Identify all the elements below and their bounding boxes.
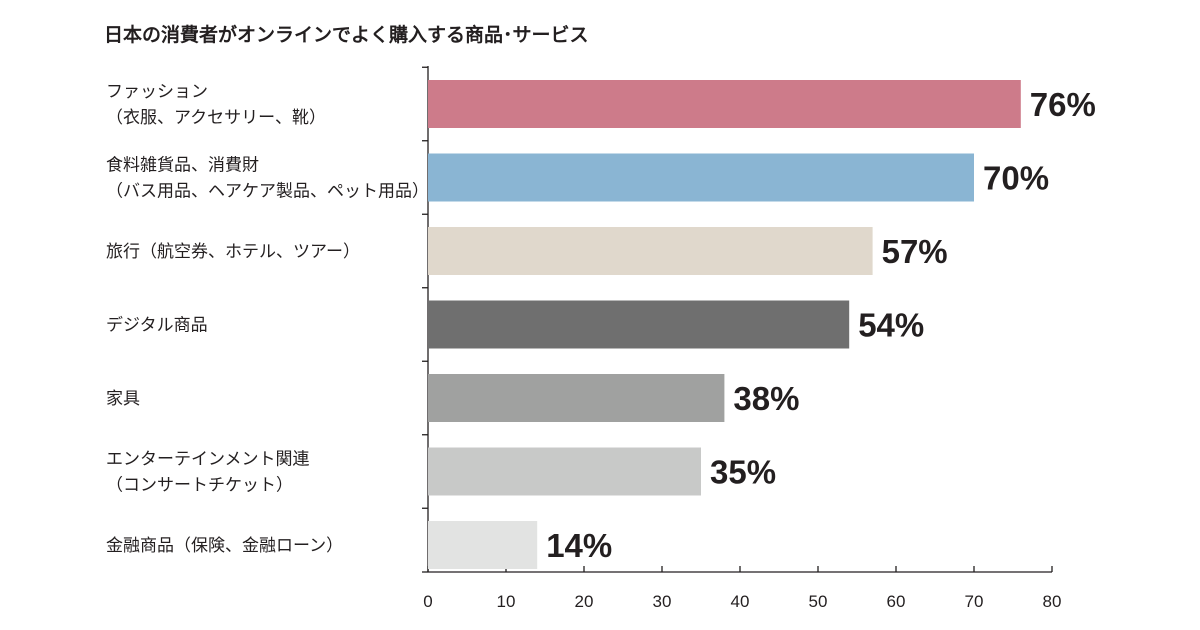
x-tick-label: 30 xyxy=(653,592,672,611)
category-label: （バス用品、ヘアケア製品、ペット用品） xyxy=(106,182,429,202)
category-label: （衣服、アクセサリー、靴） xyxy=(106,108,326,128)
bar xyxy=(428,300,850,349)
category-label: デジタル商品 xyxy=(106,315,208,336)
bar-value-label: 35% xyxy=(710,454,776,491)
bar-value-label: 54% xyxy=(858,307,924,344)
bar xyxy=(428,374,725,422)
x-tick-label: 0 xyxy=(423,592,432,611)
category-label: 金融商品（保険、金融ローン） xyxy=(106,536,343,556)
bar xyxy=(428,521,538,569)
category-label: 食料雑貨品、消費財 xyxy=(106,156,259,176)
x-tick-label: 50 xyxy=(809,592,828,611)
bar xyxy=(428,153,974,202)
x-tick-label: 40 xyxy=(731,592,750,611)
category-label: 旅行（航空券、ホテル、ツアー） xyxy=(106,242,360,262)
chart-title: 日本の消費者がオンラインでよく購入する商品･サービス xyxy=(104,24,589,46)
category-label: 家具 xyxy=(106,389,140,409)
bar-value-label: 14% xyxy=(546,527,612,564)
category-label: エンターテインメント関連 xyxy=(106,450,310,470)
x-tick-label: 80 xyxy=(1043,592,1062,611)
x-tick-label: 70 xyxy=(965,592,984,611)
bar xyxy=(428,80,1021,128)
bar-value-label: 70% xyxy=(983,160,1049,197)
bar-value-label: 76% xyxy=(1030,86,1096,123)
bar-value-label: 38% xyxy=(733,380,799,417)
x-tick-label: 60 xyxy=(887,592,906,611)
bar xyxy=(428,447,701,496)
category-label: （コンサートチケット） xyxy=(106,476,293,496)
bar-value-label: 57% xyxy=(882,233,948,270)
bar xyxy=(428,227,873,275)
category-label: ファッション xyxy=(106,82,208,102)
x-tick-label: 20 xyxy=(575,592,594,611)
x-tick-label: 10 xyxy=(497,592,516,611)
